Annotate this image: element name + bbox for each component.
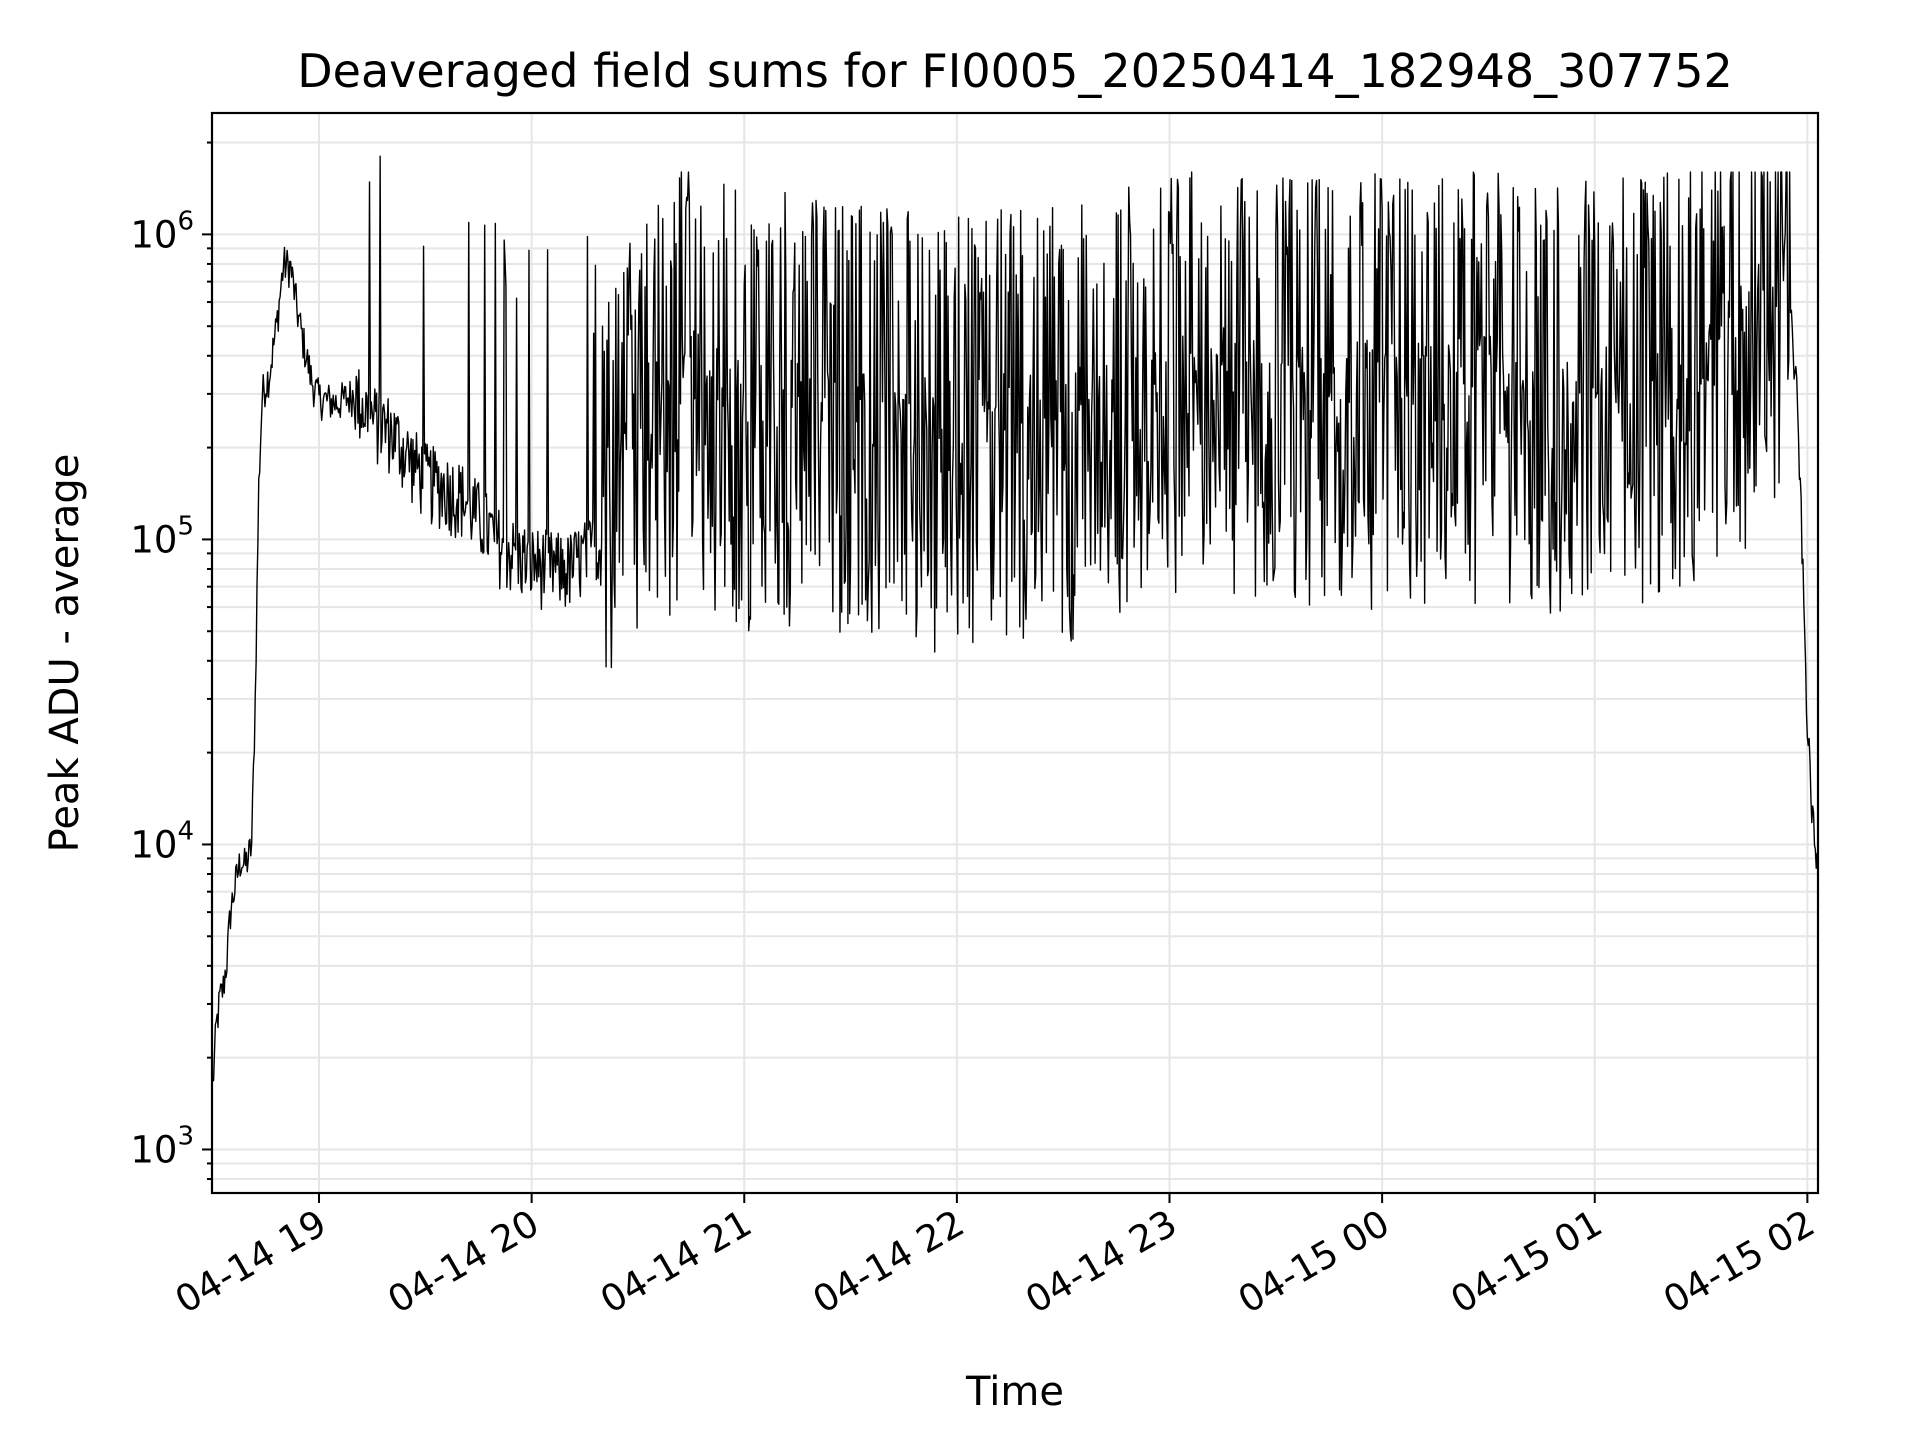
y-tick-label: 104 (130, 816, 194, 866)
x-tick-label: 04-15 01 (1444, 1202, 1610, 1322)
x-axis: 04-14 19 04-14 20 04-14 21 04-14 22 04-14 23… (168, 1193, 1822, 1322)
y-tick-label: 106 (130, 206, 194, 256)
plot-area (212, 155, 1818, 1082)
y-tick-exponent: 3 (177, 1121, 194, 1151)
x-tick-label: 04-14 20 (381, 1202, 547, 1322)
x-tick-label: 04-14 22 (806, 1202, 972, 1322)
y-axis-label: Peak ADU - average (42, 454, 88, 853)
x-tick-label: 04-14 23 (1018, 1202, 1184, 1322)
x-tick-label: 04-14 19 (168, 1202, 334, 1322)
axes-frame (210, 111, 1820, 1195)
chart-title: Deaveraged field sums for FI0005_2025041… (297, 44, 1733, 98)
y-tick-base: 10 (130, 1128, 177, 1171)
grid (212, 113, 1818, 1193)
grid-major-y (212, 233, 1818, 1151)
y-tick-exponent: 6 (177, 206, 194, 236)
y-tick-label: 103 (130, 1121, 194, 1171)
y-tick-base: 10 (130, 823, 177, 866)
x-tick-label: 04-14 21 (593, 1202, 759, 1322)
y-tick-base: 10 (130, 518, 177, 561)
x-tick-label: 04-15 00 (1231, 1202, 1397, 1322)
y-tick-base: 10 (130, 213, 177, 256)
y-tick-exponent: 4 (177, 816, 194, 846)
x-tick-label: 04-15 02 (1656, 1202, 1822, 1322)
x-axis-label: Time (965, 1369, 1064, 1415)
y-tick-exponent: 5 (177, 511, 194, 541)
series-line (212, 155, 1818, 1082)
grid-minor-y (212, 141, 1818, 1181)
y-tick-label: 105 (130, 511, 194, 561)
